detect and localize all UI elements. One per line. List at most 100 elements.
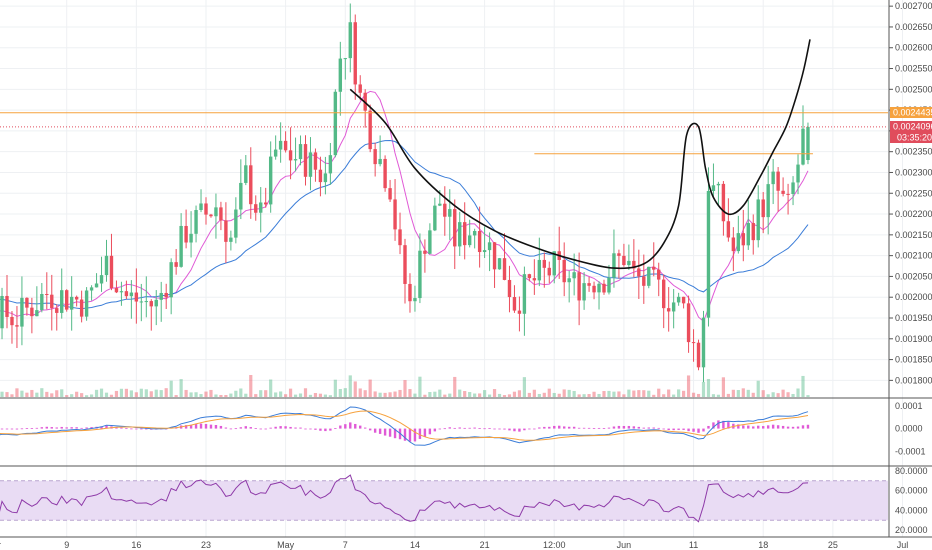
candle-body [30, 307, 34, 317]
macd-histogram-bar [388, 428, 392, 437]
macd-histogram-bar [90, 427, 93, 429]
candle-body [5, 295, 9, 317]
grid [0, 0, 903, 537]
macd-histogram-bar [413, 428, 417, 442]
candle-body [781, 190, 785, 194]
volume-bar [672, 394, 676, 397]
volume-bar [602, 391, 606, 397]
volume-bar [65, 395, 69, 397]
candle-body [562, 259, 566, 283]
volume-bar [174, 395, 178, 397]
candle-body [189, 233, 193, 243]
volume-bar [318, 393, 323, 397]
candle-body [751, 223, 755, 241]
macd-histogram-bar [0, 428, 4, 430]
macd-histogram-bar [712, 422, 715, 429]
macd-histogram-bar [45, 426, 48, 429]
macd-histogram-bar [383, 428, 387, 436]
candle-body [701, 317, 706, 368]
last-price-label: 0.0024096 [893, 122, 932, 132]
macd-histogram-bar [279, 426, 282, 429]
volume-bar [507, 394, 512, 397]
candle-body [184, 225, 188, 243]
candle-body [448, 209, 452, 217]
volume-bar [75, 391, 79, 397]
candles [0, 3, 810, 383]
candle-body [144, 301, 148, 303]
time-tick-label: 25 [828, 540, 838, 550]
volume-bar [582, 394, 586, 397]
macd-histogram-bar [5, 428, 9, 430]
macd-axis: 0.0001 0.0000 -0.0001 [895, 401, 926, 457]
candle-body [637, 268, 641, 277]
candle-body [293, 159, 298, 161]
candle-body [114, 288, 119, 293]
volume-bar [652, 394, 656, 397]
candle-body [746, 223, 750, 246]
volume-bar [487, 394, 492, 397]
last-price-tag: 0.0024096 03:35:20 [890, 121, 932, 143]
time-tick-label: 18 [758, 540, 768, 550]
volume-bar [269, 379, 273, 397]
macd-tick-label: 0.0000 [895, 424, 923, 434]
candle-body [204, 203, 208, 215]
candle-body [383, 158, 387, 189]
macd-histogram-bar [776, 425, 780, 429]
volume-bar [686, 375, 691, 397]
candle-body [179, 225, 183, 267]
volume-bar [184, 389, 188, 397]
macd-histogram-bar [538, 427, 541, 429]
moving-averages [0, 90, 809, 323]
candle-body [79, 299, 84, 317]
macd-histogram-bar [737, 424, 740, 429]
macd-histogram-bar [612, 426, 616, 429]
candle-body [65, 290, 69, 310]
volume-bar [80, 393, 84, 397]
macd-pane [0, 406, 810, 446]
macd-histogram-bar [587, 427, 591, 429]
volume-bar [701, 381, 706, 397]
horizontal-lines[interactable] [0, 112, 888, 155]
macd-histogram-bar [115, 427, 118, 429]
candle-body [696, 342, 701, 368]
volume-bar [542, 392, 546, 397]
macd-histogram-bar [717, 420, 720, 429]
cup-and-handle-drawing[interactable] [349, 39, 811, 270]
volume-bar [497, 393, 502, 397]
candle-body [467, 235, 472, 246]
macd-histogram-bar [40, 427, 44, 429]
candle-body [303, 144, 308, 177]
macd-histogram-bar [10, 428, 14, 430]
candle-body [174, 262, 178, 267]
volume-bar [50, 393, 54, 397]
candle-body [254, 204, 258, 213]
macd-histogram-bar [373, 428, 377, 433]
macd-histogram-bar [771, 424, 775, 429]
candle-body [756, 199, 760, 241]
candle-body [731, 237, 736, 252]
macd-histogram-bar [791, 426, 795, 429]
time-tick-label: 9 [64, 540, 69, 550]
volume-bar [786, 392, 790, 397]
volume-bar [109, 394, 114, 397]
candle-body [224, 220, 228, 242]
candle-body [617, 253, 621, 256]
volume-bar [781, 389, 785, 397]
candle-body [542, 259, 546, 268]
volume-bar [20, 390, 24, 397]
candle-body [666, 308, 671, 312]
volume-bar [368, 379, 372, 397]
volume-bar [617, 391, 621, 397]
candle-body [264, 202, 268, 205]
volume-bar [567, 389, 571, 397]
macd-histogram-bar [359, 425, 362, 429]
volume-bar [577, 394, 581, 397]
volume-bar [308, 394, 313, 397]
volume-bar [229, 393, 233, 397]
candle-body [497, 258, 502, 270]
